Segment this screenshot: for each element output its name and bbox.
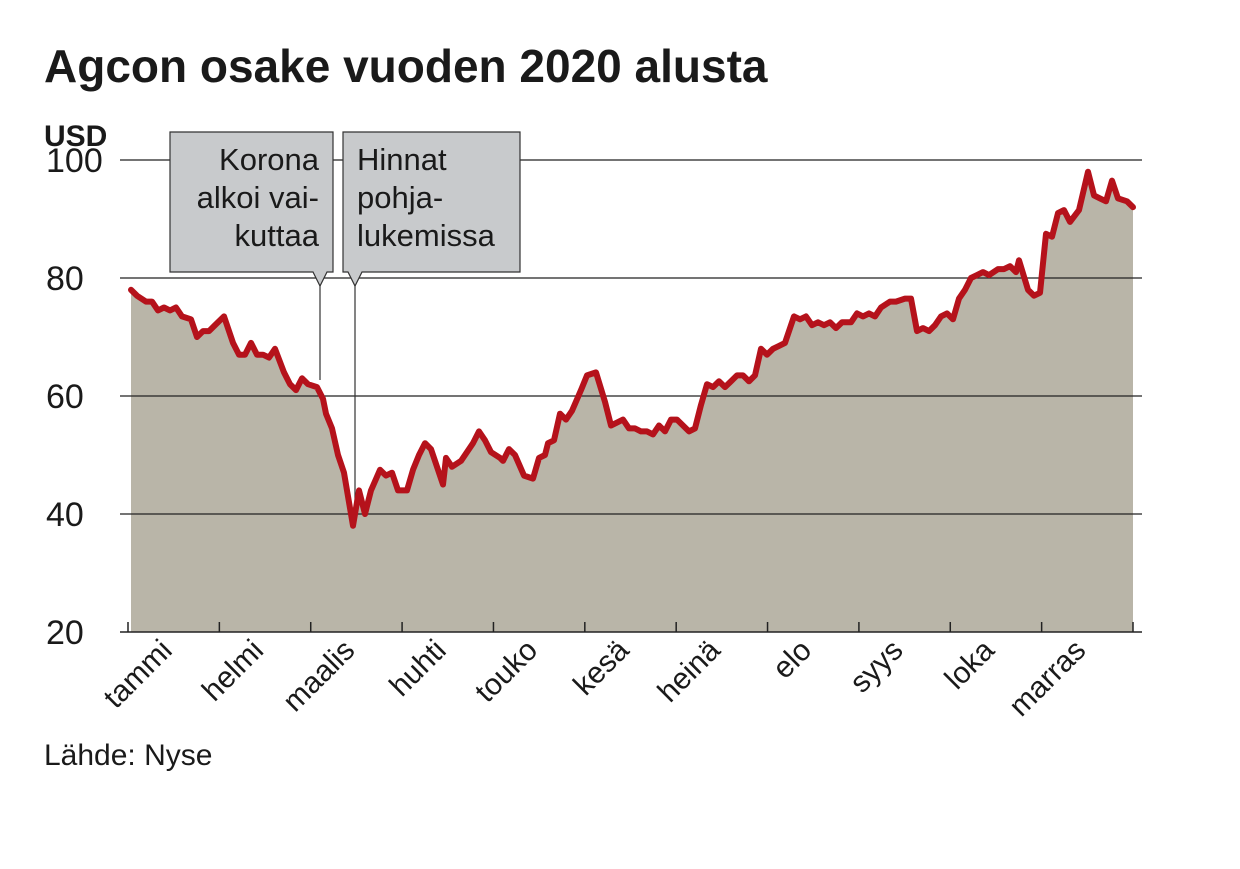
x-tick-label: tammi bbox=[98, 634, 179, 715]
y-tick-label: 80 bbox=[46, 260, 84, 298]
annotation-text: alkoi vai- bbox=[197, 180, 319, 215]
x-tick-label: elo bbox=[767, 634, 819, 686]
annotation-text: lukemissa bbox=[357, 218, 496, 253]
annotation-box bbox=[342, 131, 521, 288]
y-tick-label: 100 bbox=[46, 142, 103, 180]
y-tick-label: 60 bbox=[46, 378, 84, 416]
x-tick-label: kesä bbox=[567, 633, 635, 701]
y-tick-label: 40 bbox=[46, 496, 84, 534]
area bbox=[131, 171, 1133, 633]
x-tick-label: syys bbox=[844, 634, 910, 700]
annotation-box bbox=[169, 131, 334, 288]
plot: 20 40 60 80 100 tammi helmi maalis huhti touko kes… bbox=[46, 131, 1142, 723]
chart-title: Agcon osake vuoden 2020 alusta bbox=[44, 40, 768, 92]
x-tick-label: maalis bbox=[277, 634, 362, 719]
annotation-text: kuttaa bbox=[235, 218, 320, 253]
line bbox=[128, 168, 1136, 529]
x-tick-label: huhti bbox=[383, 634, 452, 703]
x-tick-label: loka bbox=[939, 633, 1001, 695]
annotation-text: pohja- bbox=[357, 180, 443, 215]
source: Lähde: Nyse bbox=[44, 739, 212, 772]
x-tick-label: helmi bbox=[196, 634, 270, 708]
y-axis-label: USD bbox=[44, 120, 107, 153]
x-tick-label: touko bbox=[469, 634, 544, 709]
y-tick-label: 20 bbox=[46, 614, 84, 652]
annotation-text: Hinnat bbox=[357, 142, 447, 177]
annotation-text: Korona bbox=[219, 142, 320, 177]
x-tick-label: heinä bbox=[652, 633, 727, 708]
x-tick-label: marras bbox=[1003, 634, 1092, 723]
